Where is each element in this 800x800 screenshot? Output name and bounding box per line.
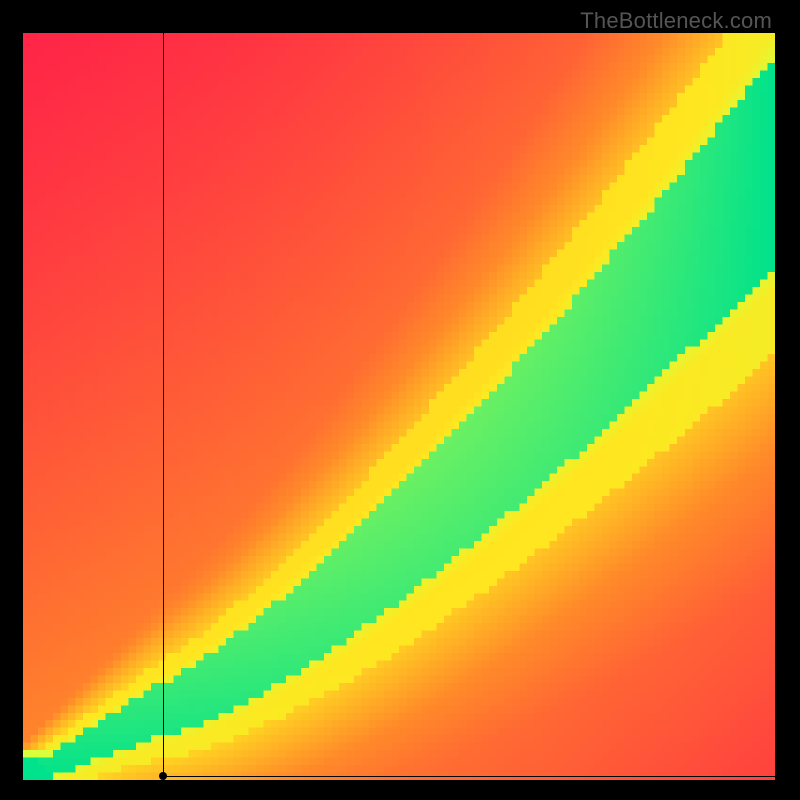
watermark-text: TheBottleneck.com [580,8,772,34]
crosshair-horizontal [163,776,775,777]
heatmap-plot [23,33,775,780]
data-point-marker [159,772,167,780]
heatmap-canvas [23,33,775,780]
chart-container: TheBottleneck.com [0,0,800,800]
crosshair-vertical [163,33,164,776]
